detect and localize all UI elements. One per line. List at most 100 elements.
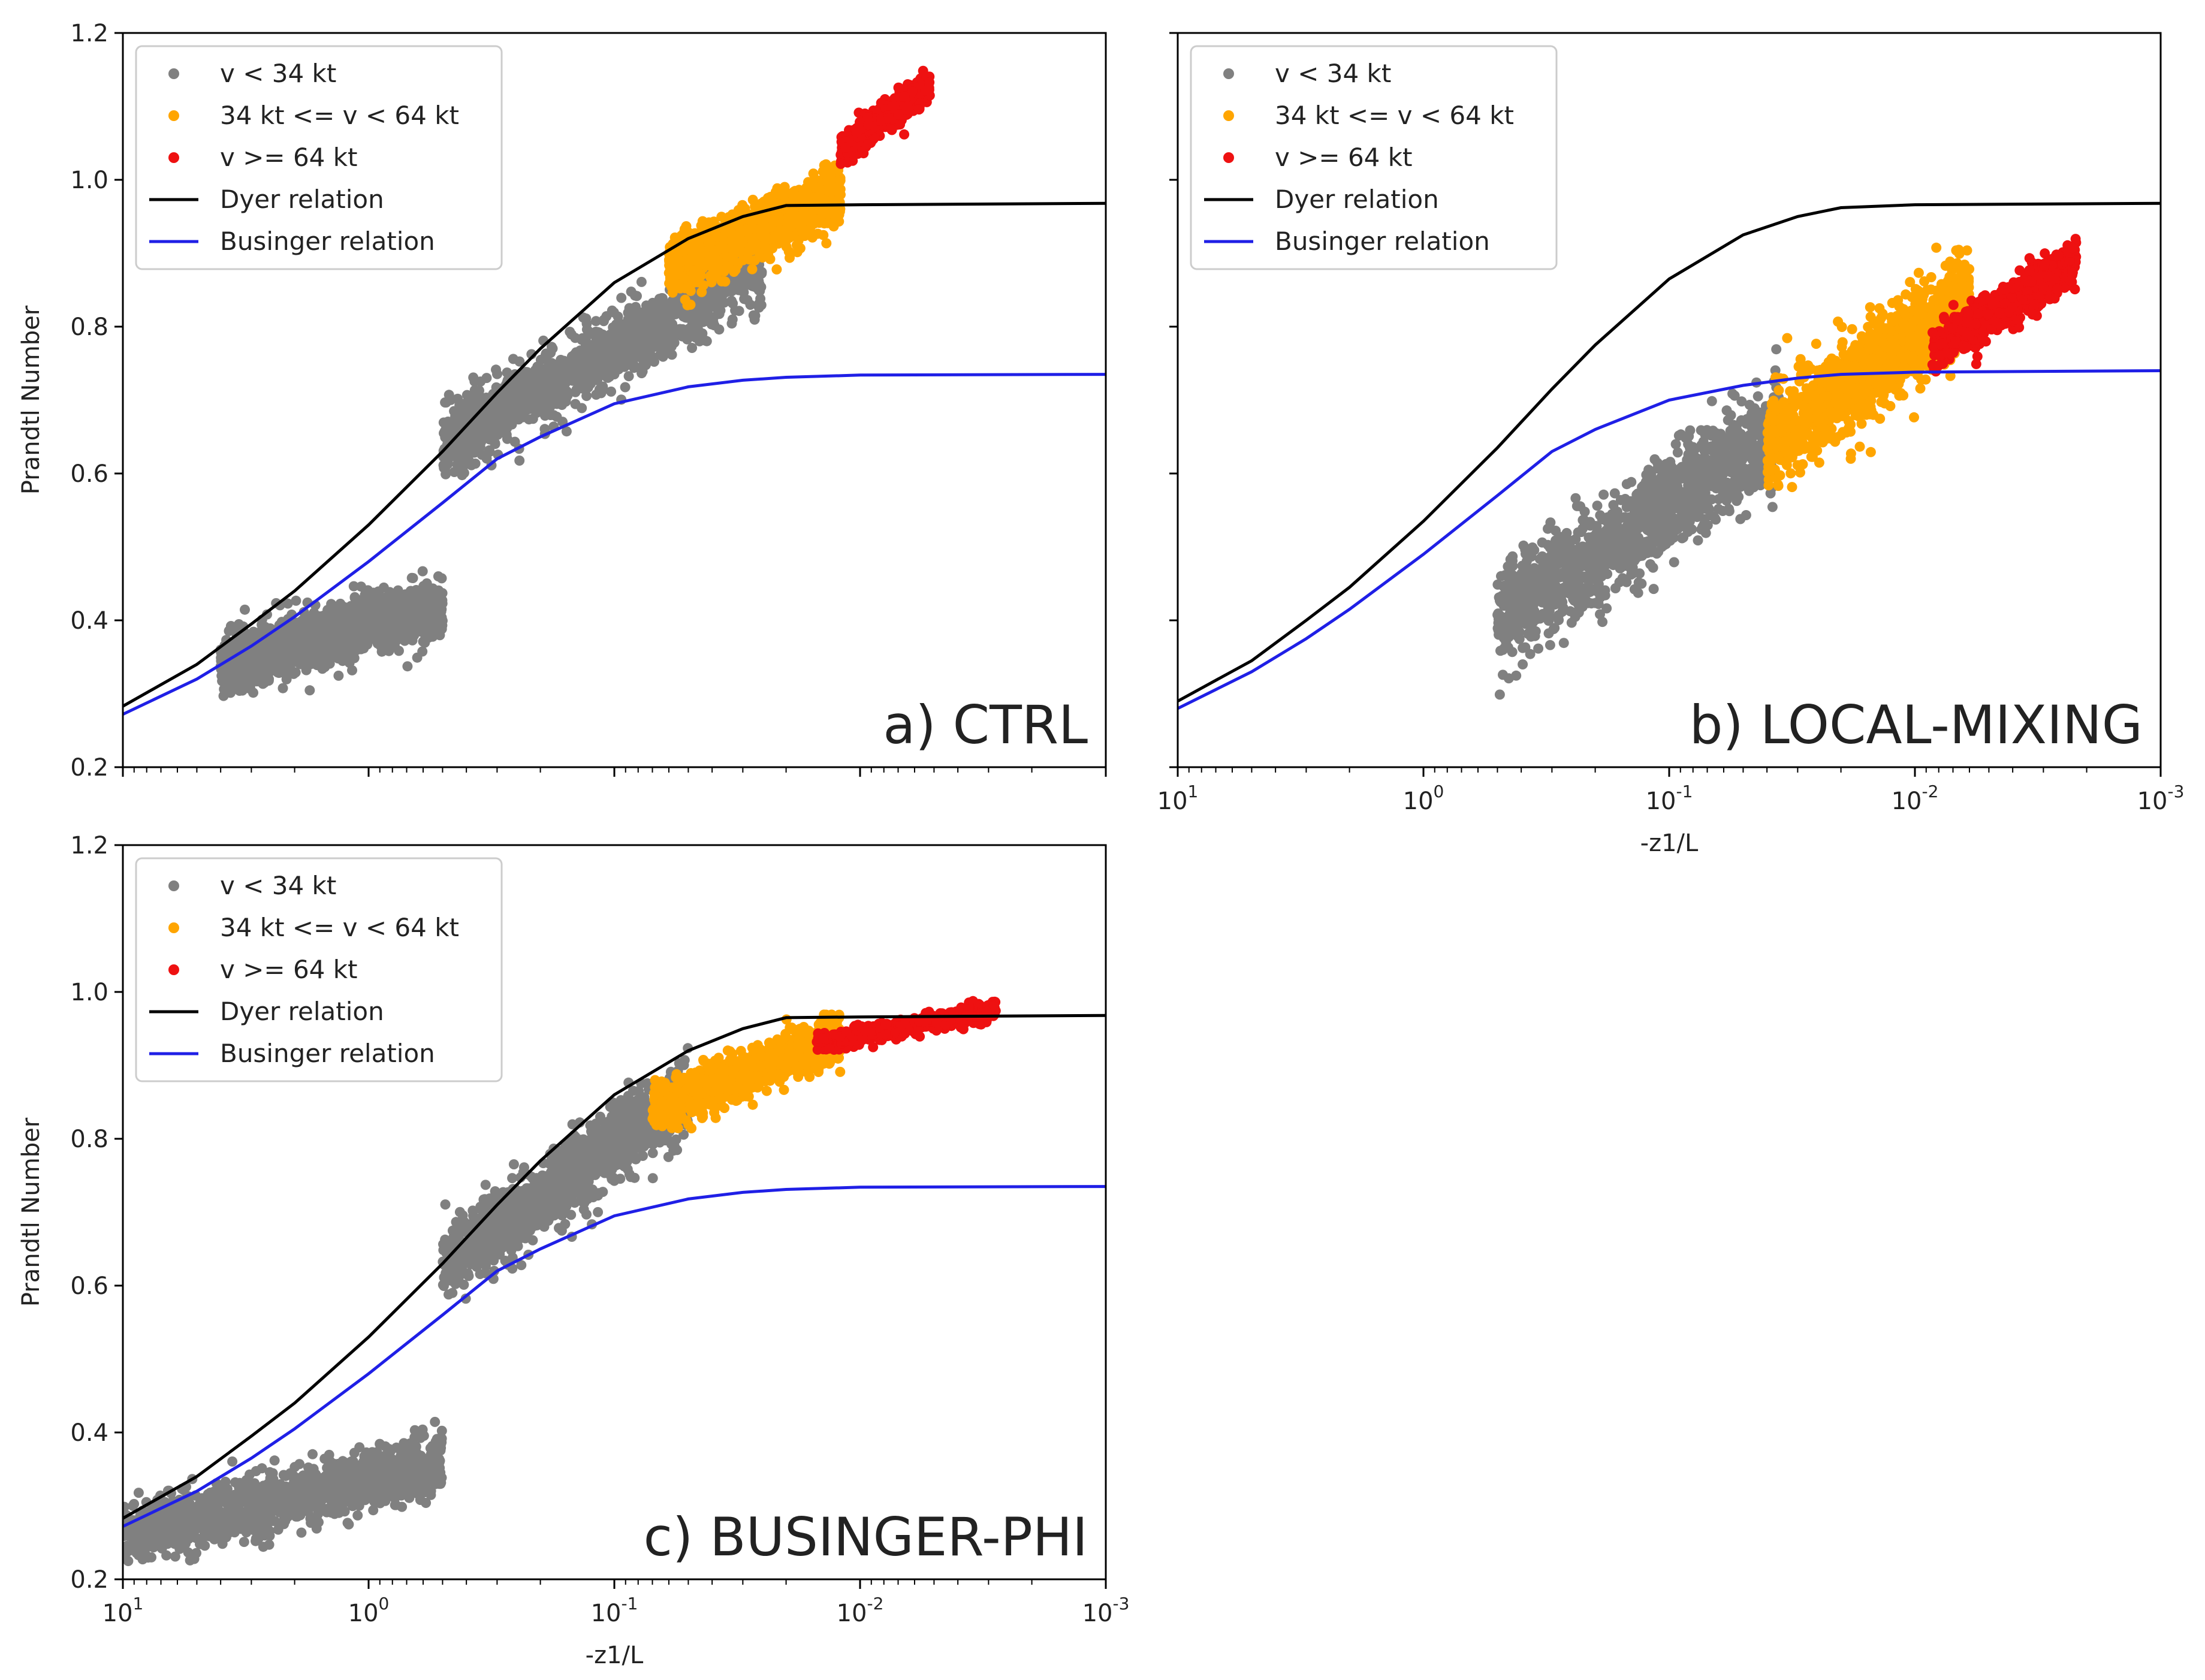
scatter-point <box>541 355 552 366</box>
scatter-point <box>793 235 804 246</box>
scatter-point <box>687 343 698 353</box>
scatter-point <box>561 426 572 437</box>
scatter-point <box>818 230 829 240</box>
scatter-point <box>417 566 428 577</box>
scatter-point <box>680 312 691 323</box>
scatter-point <box>893 109 904 120</box>
legend-marker <box>168 68 179 79</box>
scatter-point <box>698 221 708 231</box>
scatter-point <box>737 236 748 247</box>
scatter-point <box>330 608 341 618</box>
legend-marker <box>168 110 179 121</box>
scatter-point <box>470 397 481 408</box>
scatter-point <box>441 469 451 479</box>
scatter-point <box>765 192 776 202</box>
scatter-point <box>514 456 525 466</box>
scatter-point <box>381 631 392 641</box>
scatter-point <box>903 101 913 111</box>
scatter-point <box>433 571 444 582</box>
scatter-point <box>834 189 845 200</box>
scatter-point <box>354 642 365 653</box>
scatter-point <box>586 342 596 352</box>
scatter-point <box>359 616 370 627</box>
scatter-point <box>424 614 435 625</box>
scatter-point <box>512 414 523 424</box>
scatter-point <box>304 685 315 696</box>
scatter-point <box>771 264 782 275</box>
scatter-point <box>705 257 716 267</box>
scatter-point <box>253 628 263 638</box>
scatter-point <box>584 350 595 361</box>
scatter-point <box>1648 584 1659 595</box>
scatter-point <box>282 598 293 609</box>
scatter-point <box>761 222 772 233</box>
scatter-point <box>835 158 846 169</box>
scatter-point <box>464 456 475 466</box>
scatter-point <box>654 308 665 319</box>
scatter-point <box>485 426 495 437</box>
scatter-point <box>433 627 444 637</box>
scatter-point <box>716 212 727 222</box>
scatter-point <box>289 643 300 653</box>
scatter-point <box>709 320 720 331</box>
legend-marker <box>168 152 179 163</box>
scatter-point <box>500 427 511 438</box>
scatter-point <box>570 333 581 343</box>
scatter-point <box>616 292 627 303</box>
panel-label-a: a) CTRL <box>883 694 1088 756</box>
scatter-point <box>590 330 601 341</box>
scatter-point <box>680 223 691 234</box>
scatter-point <box>352 603 362 614</box>
legend-label: 34 kt <= v < 64 kt <box>220 101 459 130</box>
scatter-point <box>544 369 554 380</box>
y-tick-label: 0.6 <box>70 460 108 488</box>
scatter-point <box>536 387 547 397</box>
scatter-point <box>668 270 678 280</box>
scatter-point <box>652 321 663 331</box>
scatter-point <box>503 417 514 427</box>
scatter-point <box>584 373 595 384</box>
scatter-point <box>277 683 288 693</box>
scatter-point <box>776 225 786 236</box>
scatter-point <box>360 606 370 617</box>
scatter-point <box>240 656 251 666</box>
scatter-point <box>630 335 641 346</box>
scatter-point <box>283 666 294 677</box>
legend-label: v < 34 kt <box>220 59 336 88</box>
scatter-point <box>514 381 524 392</box>
scatter-point <box>653 340 663 351</box>
scatter-point <box>598 384 608 395</box>
scatter-point <box>630 290 640 301</box>
scatter-point <box>818 166 828 177</box>
scatter-point <box>450 443 461 454</box>
scatter-point <box>688 251 699 261</box>
scatter-point <box>350 632 361 643</box>
scatter-point <box>749 279 760 290</box>
legend-label: v >= 64 kt <box>220 143 358 172</box>
scatter-point <box>886 125 897 135</box>
scatter-point <box>327 640 337 650</box>
scatter-point <box>696 286 707 297</box>
scatter-point <box>453 393 463 404</box>
scatter-point <box>705 270 716 281</box>
scatter-point <box>734 306 744 316</box>
scatter-point <box>434 596 445 607</box>
scatter-point <box>863 120 873 131</box>
y-tick-label: 1.2 <box>70 20 108 47</box>
scatter-point <box>490 438 500 448</box>
scatter-point <box>924 77 935 88</box>
scatter-point <box>348 581 359 592</box>
scatter-point <box>730 264 741 275</box>
scatter-point <box>713 306 723 316</box>
scatter-point <box>781 242 792 252</box>
scatter-point <box>343 646 354 656</box>
scatter-points-a <box>215 65 935 701</box>
scatter-point <box>786 221 797 232</box>
scatter-point <box>335 639 346 650</box>
scatter-point <box>292 617 303 628</box>
scatter-point <box>719 243 730 254</box>
scatter-point <box>623 371 634 382</box>
scatter-point <box>689 318 699 329</box>
